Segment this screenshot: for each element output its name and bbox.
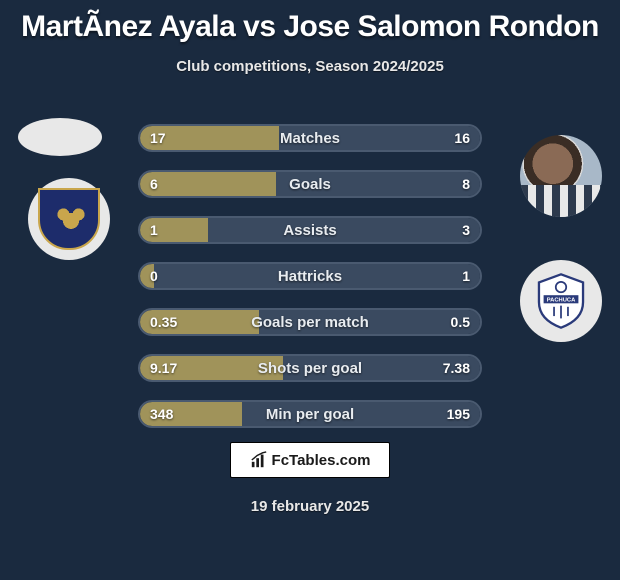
stat-label: Hattricks [140, 264, 480, 288]
stat-value-left: 6 [150, 172, 158, 196]
stat-row: Goals per match0.35 0.5 [138, 308, 482, 336]
subtitle: Club competitions, Season 2024/2025 [0, 58, 620, 75]
footer-brand-text: FcTables.com [272, 452, 371, 469]
stat-value-right: 195 [447, 402, 470, 426]
page-title: MartÃ­nez Ayala vs Jose Salomon Rondon [0, 0, 620, 44]
stat-label: Min per goal [140, 402, 480, 426]
player-left-club-badge [28, 178, 110, 260]
player-right-avatar [520, 135, 602, 217]
stat-value-right: 0.5 [451, 310, 470, 334]
svg-text:PACHUCA: PACHUCA [547, 298, 576, 304]
stat-value-left: 348 [150, 402, 173, 426]
stat-value-right: 8 [462, 172, 470, 196]
stat-value-left: 17 [150, 126, 166, 150]
stat-value-left: 0 [150, 264, 158, 288]
stat-row: Matches17 16 [138, 124, 482, 152]
stat-value-left: 9.17 [150, 356, 177, 380]
stat-label: Shots per goal [140, 356, 480, 380]
footer-date: 19 february 2025 [0, 498, 620, 515]
stat-label: Goals [140, 172, 480, 196]
stat-row: Min per goal348 195 [138, 400, 482, 428]
stat-value-right: 7.38 [443, 356, 470, 380]
stat-value-right: 16 [454, 126, 470, 150]
stat-row: Shots per goal9.17 7.38 [138, 354, 482, 382]
stat-value-left: 1 [150, 218, 158, 242]
stat-value-left: 0.35 [150, 310, 177, 334]
stat-row: Goals6 8 [138, 170, 482, 198]
stat-label: Matches [140, 126, 480, 150]
comparison-bars: Matches1716Goals68Assists13Hattricks01Go… [138, 124, 482, 446]
stat-row: Assists1 3 [138, 216, 482, 244]
footer-brand-badge: FcTables.com [230, 442, 390, 478]
pachuca-shield-icon: PACHUCA [532, 272, 590, 330]
chart-icon [250, 451, 268, 469]
stat-row: Hattricks0 1 [138, 262, 482, 290]
stat-value-right: 1 [462, 264, 470, 288]
stat-value-right: 3 [462, 218, 470, 242]
player-right-club-badge: PACHUCA [520, 260, 602, 342]
stat-label: Goals per match [140, 310, 480, 334]
pumas-shield-icon [38, 188, 100, 250]
stat-label: Assists [140, 218, 480, 242]
player-left-avatar [18, 118, 102, 156]
